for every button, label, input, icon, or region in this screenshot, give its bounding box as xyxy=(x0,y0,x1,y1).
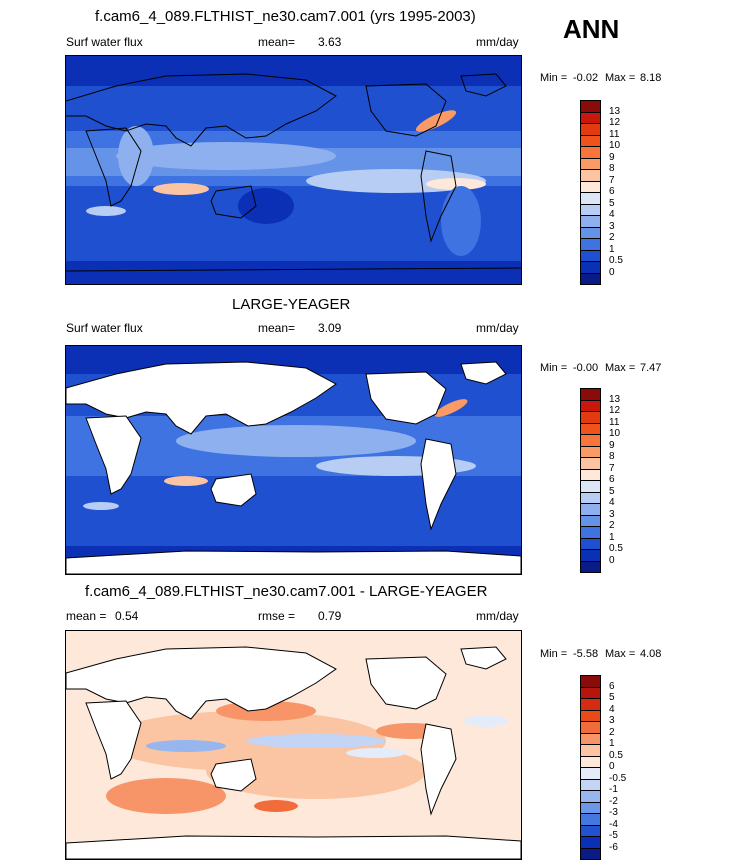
panel-1-max-value: 8.18 xyxy=(640,72,662,84)
colorbar-level-label: 4 xyxy=(609,209,615,220)
colorbar-level-label: 0.5 xyxy=(609,749,623,761)
colorbar-level-label: 12 xyxy=(609,117,621,128)
panel-3-mean-value: 0.54 xyxy=(115,609,139,623)
colorbar-level-label: 6 xyxy=(609,680,615,692)
colorbar-level-label: 2 xyxy=(609,232,615,243)
colorbar-level-label: 8 xyxy=(609,163,615,174)
colorbar-level-label: 9 xyxy=(609,439,615,451)
colorbar-level-label: 1 xyxy=(609,738,615,749)
colorbar-level-label: -5 xyxy=(609,830,618,841)
panel-1-mean-label: mean= xyxy=(258,35,296,49)
panel-1-title: f.cam6_4_089.FLTHIST_ne30.cam7.001 (yrs … xyxy=(95,8,476,25)
panel-2-min-value: -0.00 xyxy=(573,362,599,374)
panel-3-rmse-label: rmse = xyxy=(258,609,296,623)
colorbar-level-label: -2 xyxy=(609,795,618,807)
colorbar-level-label: 4 xyxy=(609,703,615,715)
panel-3-min-label: Min = xyxy=(540,648,568,660)
colorbar-level-label: 12 xyxy=(609,405,621,416)
colorbar-level-label: 9 xyxy=(609,151,615,163)
panel-2-mean-label: mean= xyxy=(258,321,296,335)
panel-3-max-label: Max = xyxy=(605,648,636,660)
colorbar-level-label: 5 xyxy=(609,485,615,497)
colorbar-swatch xyxy=(580,847,601,860)
colorbar-level-label: 0 xyxy=(609,761,615,772)
colorbar-level-label: -1 xyxy=(609,784,618,795)
colorbar-level-label: 13 xyxy=(609,393,621,405)
colorbar-level-label: 11 xyxy=(609,128,620,140)
panel-2-min-label: Min = xyxy=(540,362,568,374)
colorbar-swatch xyxy=(580,272,601,285)
panel-1-max-label: Max = xyxy=(605,72,636,84)
panel-2-map-plot xyxy=(66,346,521,574)
colorbar-level-label: 10 xyxy=(609,140,621,151)
colorbar-level-label: 1 xyxy=(609,243,615,255)
colorbar-level-label: 5 xyxy=(609,692,615,703)
colorbar-level-label: 7 xyxy=(609,174,615,186)
panel-1-min-label: Min = xyxy=(540,72,568,84)
colorbar-level-label: 10 xyxy=(609,428,621,439)
colorbar-swatch xyxy=(580,560,601,573)
panel-1-variable: Surf water flux xyxy=(66,35,143,49)
colorbar-level-label: 0 xyxy=(609,554,615,566)
colorbar-level-label: 2 xyxy=(609,520,615,531)
panel-1-min-value: -0.02 xyxy=(573,72,599,84)
colorbar-level-label: 2 xyxy=(609,726,615,738)
colorbar-level-label: 5 xyxy=(609,197,615,209)
panel-2-map xyxy=(65,345,522,575)
panel-2-title: LARGE-YEAGER xyxy=(232,296,351,313)
panel-3-mean-label: mean = xyxy=(66,609,107,623)
panel-1-map-plot xyxy=(66,56,521,284)
colorbar-level-label: 3 xyxy=(609,220,615,232)
colorbar-level-label: 1 xyxy=(609,531,615,543)
colorbar-level-label: 6 xyxy=(609,474,615,485)
colorbar-level-label: 7 xyxy=(609,462,615,474)
panel-2-variable: Surf water flux xyxy=(66,321,143,335)
panel-3-units: mm/day xyxy=(476,609,519,623)
colorbar-level-label: -4 xyxy=(609,818,618,830)
colorbar-level-label: 8 xyxy=(609,451,615,462)
colorbar-level-label: -0.5 xyxy=(609,772,627,784)
season-label: ANN xyxy=(563,14,620,44)
colorbar-level-label: 13 xyxy=(609,105,621,117)
colorbar-level-label: 4 xyxy=(609,497,615,508)
panel-2-max-value: 7.47 xyxy=(640,362,662,374)
colorbar-level-label: 3 xyxy=(609,508,615,520)
colorbar-level-label: 6 xyxy=(609,186,615,197)
panel-1-map xyxy=(65,55,522,285)
colorbar-level-label: 0.5 xyxy=(609,255,623,266)
panel-1-mean-value: 3.63 xyxy=(318,35,342,49)
panel-2-units: mm/day xyxy=(476,321,519,335)
colorbar-level-label: -3 xyxy=(609,807,618,818)
panel-2-mean-value: 3.09 xyxy=(318,321,342,335)
colorbar-level-label: 0 xyxy=(609,266,615,278)
panel-3-map-plot xyxy=(66,631,521,859)
colorbar-level-label: 11 xyxy=(609,416,620,428)
colorbar-level-label: -6 xyxy=(609,841,618,853)
panel-3-map xyxy=(65,630,522,860)
panel-3-rmse-value: 0.79 xyxy=(318,609,342,623)
colorbar-level-label: 0.5 xyxy=(609,543,623,554)
panel-2-max-label: Max = xyxy=(605,362,636,374)
panel-3-title: f.cam6_4_089.FLTHIST_ne30.cam7.001 - LAR… xyxy=(85,583,488,600)
panel-3-max-value: 4.08 xyxy=(640,648,662,660)
colorbar-level-label: 3 xyxy=(609,715,615,726)
panel-3-min-value: -5.58 xyxy=(573,648,599,660)
panel-1-units: mm/day xyxy=(476,35,519,49)
